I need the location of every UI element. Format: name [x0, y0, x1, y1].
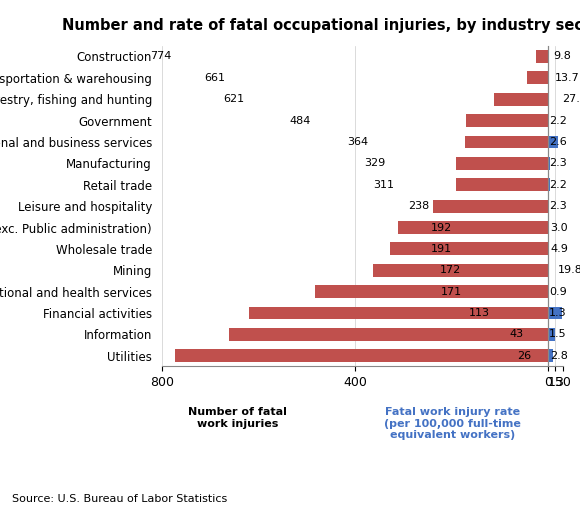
Text: 2.3: 2.3 [549, 158, 567, 168]
Text: 113: 113 [469, 308, 490, 318]
Text: 171: 171 [441, 287, 462, 297]
Bar [548, 200, 549, 213]
Bar [548, 178, 550, 191]
Bar [398, 221, 548, 234]
Text: 1.5: 1.5 [549, 329, 567, 340]
Bar [548, 135, 558, 149]
Bar [249, 306, 548, 320]
Text: 4.9: 4.9 [550, 244, 568, 254]
Bar [372, 264, 548, 277]
Bar [548, 157, 550, 170]
Text: 19.8: 19.8 [558, 265, 580, 275]
Bar [548, 242, 549, 256]
Text: 27.9: 27.9 [562, 94, 580, 104]
Text: 2.2: 2.2 [549, 180, 567, 190]
Bar [548, 93, 549, 106]
Bar [548, 306, 561, 320]
Text: 1.3: 1.3 [549, 308, 567, 318]
Bar [548, 285, 549, 298]
Text: 774: 774 [150, 51, 171, 62]
Bar [548, 328, 554, 341]
Text: 621: 621 [224, 94, 245, 104]
Bar [465, 135, 548, 149]
Text: 2.2: 2.2 [549, 116, 567, 126]
Text: Number and rate of fatal occupational injuries, by industry sector, 2010: Number and rate of fatal occupational in… [62, 18, 580, 33]
Bar [548, 264, 549, 277]
Text: 26: 26 [517, 351, 532, 361]
Text: 3.0: 3.0 [550, 222, 567, 233]
Bar [433, 200, 548, 213]
Bar [535, 50, 548, 63]
Bar [466, 114, 548, 127]
Text: 172: 172 [440, 265, 461, 275]
Bar [527, 71, 548, 84]
Bar [456, 157, 548, 170]
Text: 311: 311 [374, 180, 394, 190]
Text: 13.7: 13.7 [555, 73, 579, 83]
Text: 2.6: 2.6 [550, 137, 567, 147]
Text: Fatal work injury rate
(per 100,000 full-time
equivalent workers): Fatal work injury rate (per 100,000 full… [384, 407, 521, 440]
Text: 9.8: 9.8 [553, 51, 571, 62]
Text: 2.8: 2.8 [550, 351, 568, 361]
Text: 364: 364 [347, 137, 369, 147]
Bar [548, 349, 553, 362]
Bar [548, 71, 549, 84]
Text: 661: 661 [205, 73, 226, 83]
Text: Source: U.S. Bureau of Labor Statistics: Source: U.S. Bureau of Labor Statistics [12, 494, 227, 504]
Text: 484: 484 [289, 116, 311, 126]
Text: Number of fatal
work injuries: Number of fatal work injuries [188, 407, 287, 429]
Bar [494, 93, 548, 106]
Text: 2.3: 2.3 [549, 201, 567, 211]
Bar [548, 221, 549, 234]
Text: 0.9: 0.9 [549, 287, 567, 297]
Text: 191: 191 [431, 244, 452, 254]
Bar [230, 328, 548, 341]
Bar [175, 349, 548, 362]
Bar [455, 178, 548, 191]
Text: 238: 238 [408, 201, 430, 211]
Bar [548, 50, 549, 63]
Text: 329: 329 [364, 158, 386, 168]
Bar [315, 285, 548, 298]
Text: 43: 43 [509, 329, 524, 340]
Bar [390, 242, 548, 256]
Text: 192: 192 [430, 222, 452, 233]
